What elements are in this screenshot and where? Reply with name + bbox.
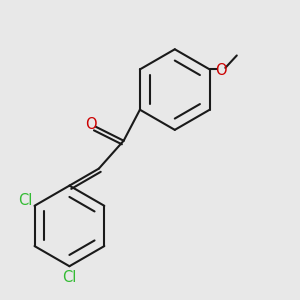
- Text: Cl: Cl: [18, 193, 32, 208]
- Text: Cl: Cl: [62, 270, 76, 285]
- Text: O: O: [85, 117, 97, 132]
- Text: O: O: [215, 64, 227, 79]
